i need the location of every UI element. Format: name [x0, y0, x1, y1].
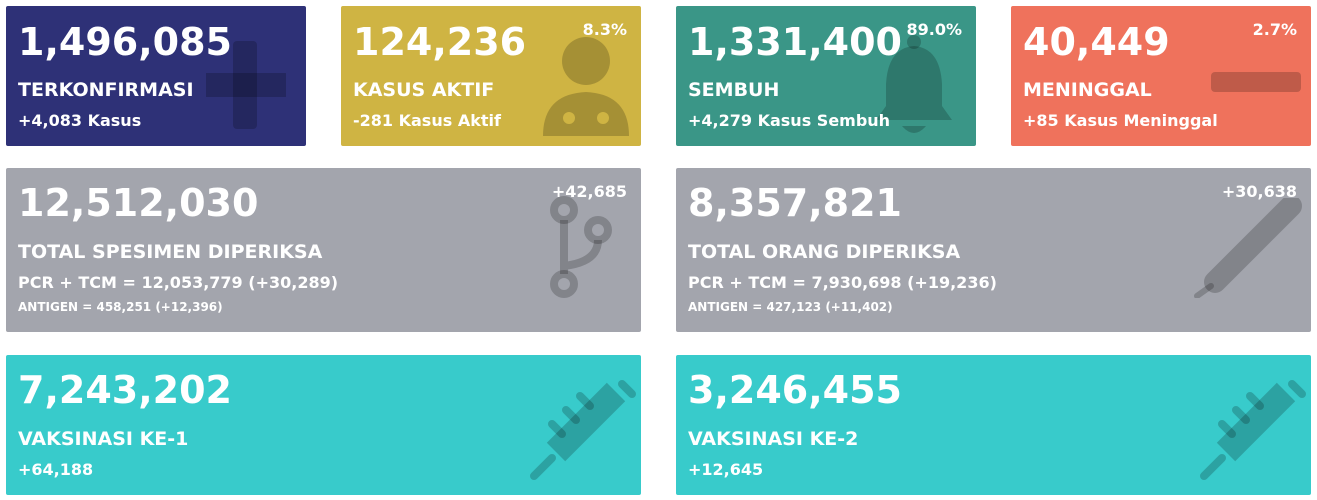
change: +42,685	[551, 182, 627, 201]
branch-icon	[550, 196, 612, 298]
card-vaccine-1: 7,243,202 VAKSINASI KE-1 +64,188	[6, 355, 641, 495]
plus-icon	[206, 41, 286, 129]
card-people: 8,357,821 +30,638 TOTAL ORANG DIPERIKSA …	[676, 168, 1311, 332]
card-recovered: 1,331,400 89.0% SEMBUH +4,279 Kasus Semb…	[676, 6, 976, 146]
syringe-icon	[1200, 380, 1306, 480]
detail: +85 Kasus Meninggal	[1023, 111, 1218, 130]
card-deaths: 40,449 2.7% MENINGGAL +85 Kasus Meningga…	[1011, 6, 1311, 146]
detail: +64,188	[18, 460, 94, 479]
label: KASUS AKTIF	[353, 79, 495, 101]
card-vaccine-2: 3,246,455 VAKSINASI KE-2 +12,645	[676, 355, 1311, 495]
label: VAKSINASI KE-2	[688, 428, 859, 450]
bell-icon	[876, 35, 952, 133]
percent: 89.0%	[906, 20, 962, 39]
detail: +12,645	[688, 460, 764, 479]
detail: PCR + TCM = 7,930,698 (+19,236)	[688, 273, 997, 292]
value: 8,357,821	[688, 181, 902, 225]
value: 1,496,085	[18, 20, 232, 64]
detail: -281 Kasus Aktif	[353, 111, 501, 130]
syringe-icon	[530, 380, 636, 480]
label: TERKONFIRMASI	[18, 79, 194, 101]
value: 124,236	[353, 20, 527, 64]
antigen: ANTIGEN = 458,251 (+12,396)	[18, 300, 223, 314]
minus-icon	[1211, 72, 1301, 92]
label: MENINGGAL	[1023, 79, 1152, 101]
detail: +4,279 Kasus Sembuh	[688, 111, 891, 130]
value: 40,449	[1023, 20, 1170, 64]
thermometer-icon	[1194, 198, 1302, 298]
value: 12,512,030	[18, 181, 259, 225]
percent: 8.3%	[582, 20, 627, 39]
label: VAKSINASI KE-1	[18, 428, 189, 450]
label: TOTAL SPESIMEN DIPERIKSA	[18, 241, 323, 263]
card-specimens: 12,512,030 +42,685 TOTAL SPESIMEN DIPERI…	[6, 168, 641, 332]
detail: +4,083 Kasus	[18, 111, 142, 130]
change: +30,638	[1221, 182, 1297, 201]
card-confirmed: 1,496,085 TERKONFIRMASI +4,083 Kasus	[6, 6, 306, 146]
value: 3,246,455	[688, 368, 902, 412]
value: 1,331,400	[688, 20, 902, 64]
value: 7,243,202	[18, 368, 232, 412]
antigen: ANTIGEN = 427,123 (+11,402)	[688, 300, 893, 314]
percent: 2.7%	[1252, 20, 1297, 39]
doctor-icon	[543, 37, 629, 136]
label: SEMBUH	[688, 79, 780, 101]
detail: PCR + TCM = 12,053,779 (+30,289)	[18, 273, 339, 292]
card-active: 124,236 8.3% KASUS AKTIF -281 Kasus Akti…	[341, 6, 641, 146]
label: TOTAL ORANG DIPERIKSA	[688, 241, 961, 263]
